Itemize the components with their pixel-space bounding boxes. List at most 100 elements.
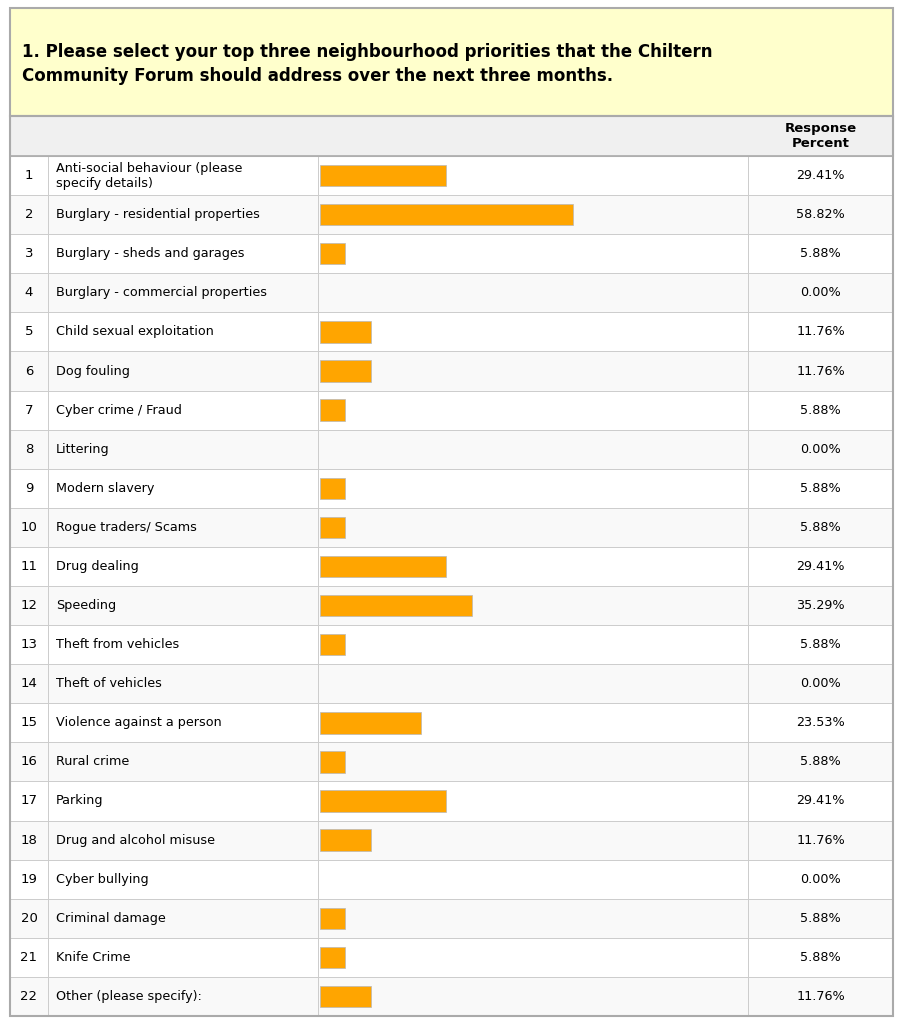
Bar (10, 820, 892, 859)
Bar (319, 595, 471, 616)
Text: Parking: Parking (56, 795, 104, 808)
Bar (10, 312, 892, 351)
Bar (319, 946, 345, 968)
Text: 5.88%: 5.88% (799, 951, 840, 964)
Text: 8: 8 (24, 442, 33, 456)
Text: Theft from vehicles: Theft from vehicles (56, 638, 179, 651)
Text: Community Forum should address over the next three months.: Community Forum should address over the … (22, 67, 612, 85)
Text: Cyber crime / Fraud: Cyber crime / Fraud (56, 403, 181, 417)
Text: 12: 12 (21, 599, 38, 612)
Text: Drug and alcohol misuse: Drug and alcohol misuse (56, 834, 215, 847)
Text: 5.88%: 5.88% (799, 521, 840, 534)
Bar (10, 899, 892, 938)
Bar (319, 165, 446, 186)
Text: 20: 20 (21, 911, 37, 925)
Bar (10, 430, 892, 469)
Bar (10, 665, 892, 703)
Text: 18: 18 (21, 834, 37, 847)
Text: 11.76%: 11.76% (796, 326, 844, 338)
Text: Burglary - commercial properties: Burglary - commercial properties (56, 287, 267, 299)
Bar (10, 390, 892, 430)
Text: 3: 3 (24, 247, 33, 260)
Bar (10, 351, 892, 390)
Bar (10, 273, 892, 312)
Bar (319, 752, 345, 773)
Bar (10, 469, 892, 508)
Text: Response
Percent: Response Percent (784, 122, 856, 150)
Text: 17: 17 (21, 795, 38, 808)
Text: Drug dealing: Drug dealing (56, 560, 139, 573)
Text: Theft of vehicles: Theft of vehicles (56, 677, 161, 690)
Bar (10, 547, 892, 586)
Bar (319, 477, 345, 499)
Text: 58.82%: 58.82% (796, 208, 844, 221)
Text: Violence against a person: Violence against a person (56, 717, 222, 729)
Bar (10, 703, 892, 742)
Bar (10, 234, 892, 273)
Text: Anti-social behaviour (please
specify details): Anti-social behaviour (please specify de… (56, 162, 242, 189)
Text: 0.00%: 0.00% (799, 287, 840, 299)
Text: 4: 4 (24, 287, 33, 299)
Text: 11.76%: 11.76% (796, 365, 844, 378)
Text: Criminal damage: Criminal damage (56, 911, 166, 925)
Text: 5.88%: 5.88% (799, 403, 840, 417)
Text: Child sexual exploitation: Child sexual exploitation (56, 326, 214, 338)
Text: 15: 15 (21, 717, 38, 729)
Bar (10, 196, 892, 234)
Text: 13: 13 (21, 638, 38, 651)
Bar (10, 586, 892, 625)
Bar (10, 938, 892, 977)
Bar (319, 634, 345, 655)
Text: 1: 1 (24, 169, 33, 182)
Bar (10, 116, 892, 156)
Text: 22: 22 (21, 990, 38, 1002)
Text: Rural crime: Rural crime (56, 756, 129, 768)
Text: 5: 5 (24, 326, 33, 338)
Bar (10, 156, 892, 196)
Text: 6: 6 (24, 365, 33, 378)
Bar (319, 517, 345, 539)
Text: 9: 9 (24, 481, 33, 495)
Text: 10: 10 (21, 521, 37, 534)
Text: 19: 19 (21, 872, 37, 886)
Text: 29.41%: 29.41% (796, 795, 843, 808)
Text: 29.41%: 29.41% (796, 169, 843, 182)
Text: Dog fouling: Dog fouling (56, 365, 130, 378)
Text: Modern slavery: Modern slavery (56, 481, 154, 495)
Text: 29.41%: 29.41% (796, 560, 843, 573)
Bar (319, 204, 572, 225)
Text: 2: 2 (24, 208, 33, 221)
Bar (319, 399, 345, 421)
Text: 5.88%: 5.88% (799, 638, 840, 651)
Text: Littering: Littering (56, 442, 109, 456)
Text: 5.88%: 5.88% (799, 756, 840, 768)
Bar (10, 508, 892, 547)
Text: 11: 11 (21, 560, 38, 573)
Text: Burglary - residential properties: Burglary - residential properties (56, 208, 260, 221)
Text: 1. Please select your top three neighbourhood priorities that the Chiltern: 1. Please select your top three neighbou… (22, 43, 712, 61)
Text: Knife Crime: Knife Crime (56, 951, 131, 964)
Text: Other (please specify):: Other (please specify): (56, 990, 202, 1002)
Bar (319, 791, 446, 812)
Text: 35.29%: 35.29% (796, 599, 844, 612)
Bar (319, 829, 370, 851)
Bar (319, 712, 420, 733)
Bar (319, 243, 345, 264)
Text: 7: 7 (24, 403, 33, 417)
Text: 11.76%: 11.76% (796, 834, 844, 847)
Bar (10, 859, 892, 899)
Bar (10, 781, 892, 820)
Bar (10, 8, 892, 116)
Text: 0.00%: 0.00% (799, 442, 840, 456)
Bar (319, 986, 370, 1008)
Text: 16: 16 (21, 756, 37, 768)
Bar (319, 360, 370, 382)
Bar (319, 907, 345, 929)
Bar (10, 977, 892, 1016)
Bar (10, 742, 892, 781)
Text: Burglary - sheds and garages: Burglary - sheds and garages (56, 247, 244, 260)
Text: 21: 21 (21, 951, 38, 964)
Bar (319, 322, 370, 343)
Text: 0.00%: 0.00% (799, 872, 840, 886)
Bar (319, 556, 446, 578)
